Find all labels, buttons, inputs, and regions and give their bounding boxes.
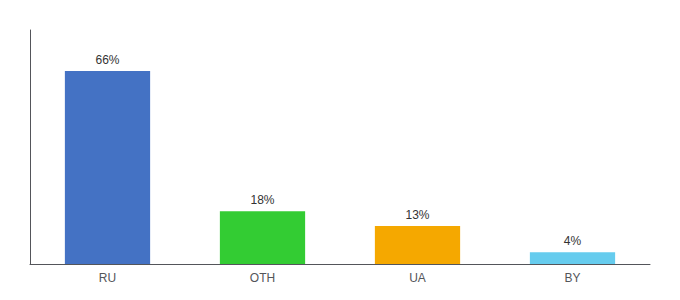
svg-text:OTH: OTH	[250, 271, 275, 285]
svg-text:UA: UA	[409, 271, 426, 285]
svg-text:18%: 18%	[250, 193, 274, 207]
svg-text:13%: 13%	[405, 208, 429, 222]
svg-text:4%: 4%	[564, 234, 582, 248]
svg-text:66%: 66%	[95, 53, 119, 67]
svg-text:RU: RU	[99, 271, 116, 285]
svg-text:BY: BY	[564, 271, 580, 285]
